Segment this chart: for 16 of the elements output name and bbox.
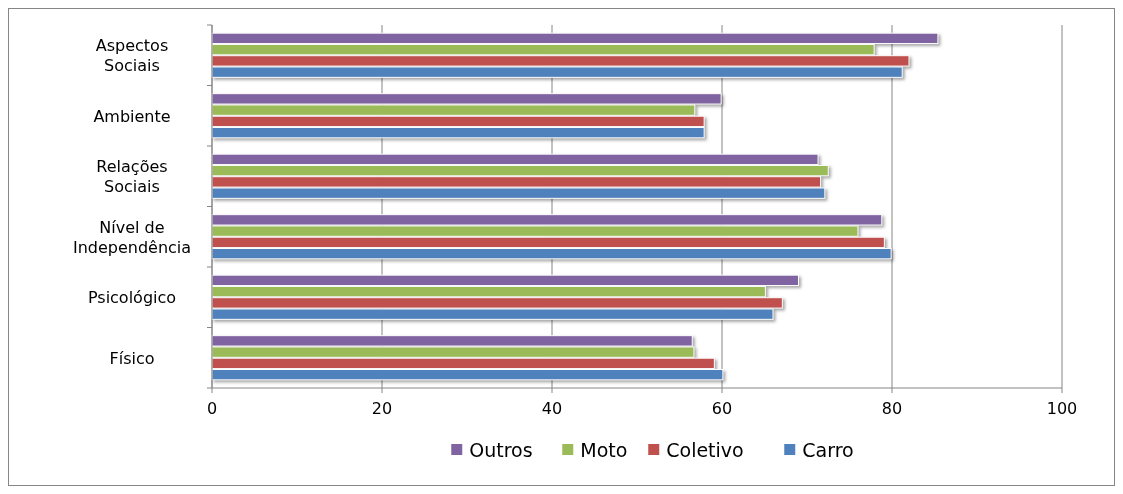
- legend-label: Outros: [469, 439, 533, 461]
- y-tick-label: Ambiente: [93, 106, 171, 126]
- legend-label: Moto: [580, 439, 628, 461]
- x-tick-label: 100: [1046, 399, 1078, 418]
- y-tick-label: Relações Sociais: [96, 156, 168, 196]
- y-tick-label: Físico: [109, 348, 155, 368]
- x-tick-label: 20: [371, 399, 393, 418]
- x-tick-label: 60: [711, 399, 733, 418]
- x-tick-label: 0: [206, 399, 218, 418]
- y-tick-label: Aspectos Sociais: [95, 35, 169, 75]
- y-tick-label: Psicológico: [87, 287, 177, 307]
- legend-label: Carro: [802, 439, 854, 461]
- y-tick-label: Nível de Independência: [72, 217, 192, 257]
- x-tick-label: 80: [881, 399, 903, 418]
- x-tick-label: 40: [541, 399, 563, 418]
- legend-label: Coletivo: [666, 439, 744, 461]
